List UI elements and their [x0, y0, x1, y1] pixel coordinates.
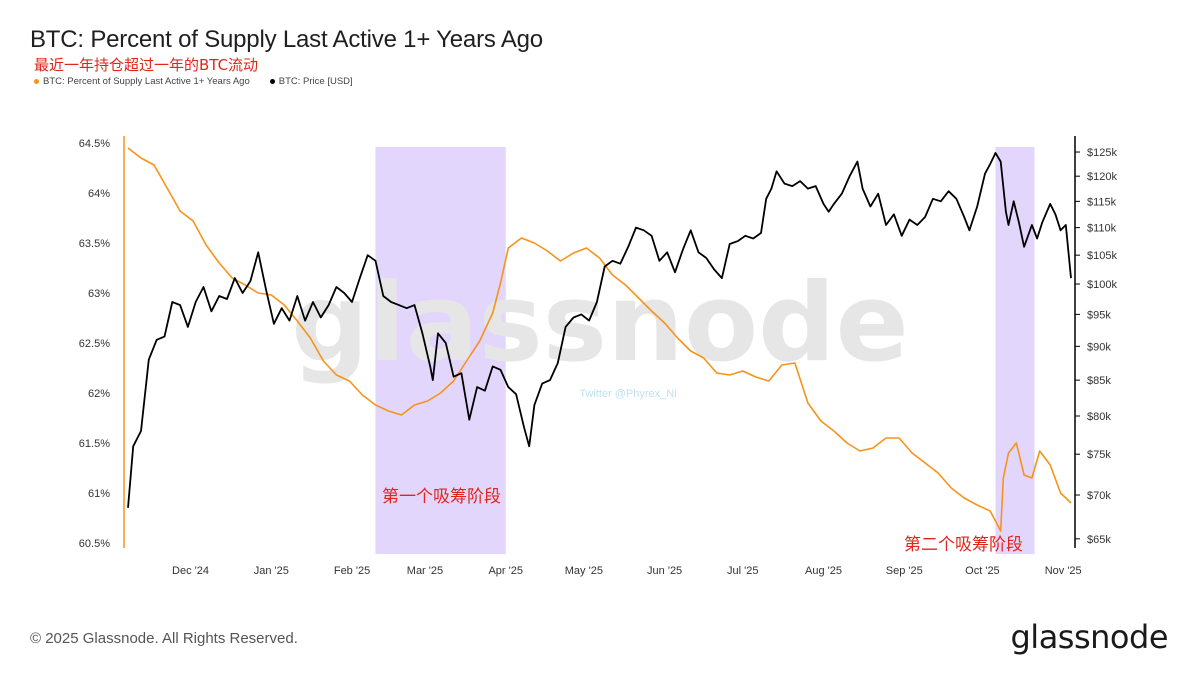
y-left-tick-label: 63.5%: [79, 238, 110, 250]
chart-subtitle: 最近一年持仓超过一年的BTC流动: [34, 56, 259, 74]
y-right-tick-label: $110k: [1087, 223, 1117, 235]
y-right-tick-label: $85k: [1087, 375, 1111, 387]
x-tick-label: Jan '25: [254, 565, 289, 577]
y-right-tick-label: $65k: [1087, 534, 1111, 546]
legend-dot-price: [269, 79, 275, 84]
x-tick-label: Feb '25: [334, 565, 370, 577]
legend-item-price[interactable]: BTC: Price [USD]: [269, 76, 353, 87]
copyright-text: © 2025 Glassnode. All Rights Reserved.: [30, 630, 298, 647]
y-left-tick-label: 60.5%: [79, 538, 110, 550]
y-right-tick-label: $70k: [1087, 490, 1111, 502]
x-tick-label: May '25: [565, 565, 603, 577]
y-right-tick-label: $120k: [1087, 171, 1117, 183]
series-line-price: [127, 152, 1072, 508]
axes-layer: 64.5% 64% 63.5% 63% 62.5% 62% 61.5% 61% 60.5% $12…: [79, 136, 1117, 577]
y-left-tick-label: 64.5%: [79, 138, 110, 150]
series-line-supply: [127, 147, 1072, 532]
highlight-layer: [375, 147, 1035, 554]
legend-label-price: BTC: Price [USD]: [278, 76, 353, 87]
x-tick-label: Sep '25: [886, 565, 923, 577]
y-left-tick-label: 61.5%: [79, 438, 110, 450]
x-tick-label: Dec '24: [172, 565, 209, 577]
y-right-tick-label: $100k: [1087, 279, 1117, 291]
y-right-tick-label: $80k: [1087, 411, 1111, 423]
y-right-tick-label: $90k: [1087, 341, 1111, 353]
y-right-tick-label: $105k: [1087, 250, 1117, 262]
y-left-tick-label: 62.5%: [79, 338, 110, 350]
legend-label-supply: BTC: Percent of Supply Last Active 1+ Ye…: [43, 76, 250, 87]
watermark-layer: glassnode Twitter @Phyrex_Ni: [291, 261, 908, 400]
y-right-tick-label: $115k: [1087, 196, 1117, 208]
x-tick-label: Jun '25: [647, 565, 682, 577]
watermark-text: glassnode: [291, 261, 908, 386]
legend-item-supply[interactable]: BTC: Percent of Supply Last Active 1+ Ye…: [34, 76, 250, 87]
y-right-tick-label: $125k: [1087, 147, 1117, 159]
y-right-tick-label: $75k: [1087, 449, 1111, 461]
page-title: BTC: Percent of Supply Last Active 1+ Ye…: [30, 26, 543, 53]
phase-label-1: 第一个吸筹阶段: [382, 487, 501, 507]
y-left-tick-label: 64%: [88, 188, 110, 200]
y-right-tick-label: $95k: [1087, 309, 1111, 321]
legend-dot-supply: [34, 79, 39, 84]
series-layer: [127, 147, 1072, 532]
watermark-twitter: Twitter @Phyrex_Ni: [579, 388, 676, 400]
y-left-tick-label: 62%: [88, 388, 110, 400]
x-tick-label: Jul '25: [727, 565, 758, 577]
x-tick-label: Nov '25: [1045, 565, 1082, 577]
y-left-tick-label: 63%: [88, 288, 110, 300]
chart-legend: BTC: Percent of Supply Last Active 1+ Ye…: [34, 76, 353, 87]
accumulation-band-1: [375, 147, 506, 554]
y-left-tick-label: 61%: [88, 488, 110, 500]
glassnode-logo[interactable]: glassnode: [1010, 618, 1168, 656]
x-tick-label: Aug '25: [805, 565, 842, 577]
x-tick-label: Oct '25: [965, 565, 1000, 577]
phase-label-2: 第二个吸筹阶段: [904, 535, 1023, 555]
accumulation-band-2: [995, 147, 1035, 554]
x-tick-label: Mar '25: [407, 565, 443, 577]
x-tick-label: Apr '25: [488, 565, 523, 577]
